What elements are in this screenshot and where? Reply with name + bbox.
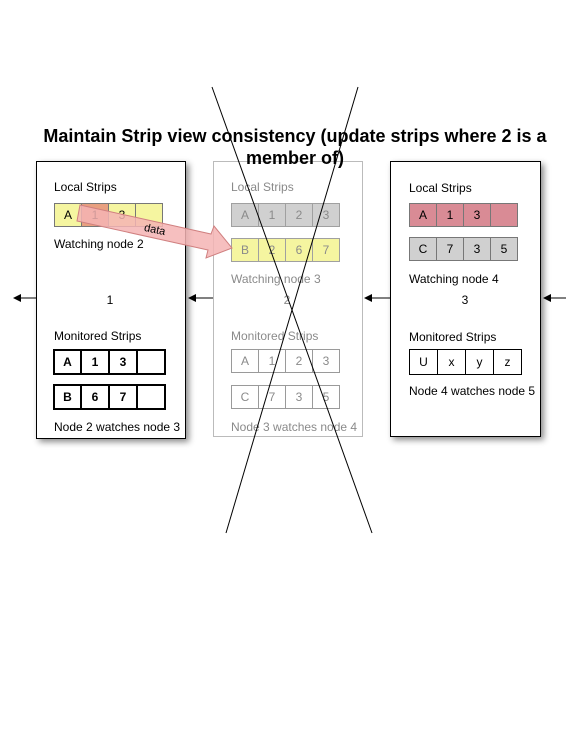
- strip-cell: B: [53, 384, 82, 410]
- strip-cell: 3: [463, 237, 491, 261]
- strip-cell: 3: [463, 203, 491, 227]
- node-id: 3: [461, 293, 469, 307]
- monitored-strip-b: B 6 7: [53, 384, 166, 410]
- monitored-strip-c: C 7 3 5: [231, 385, 340, 409]
- strip-cell: z: [493, 349, 522, 375]
- strip-cell: 1: [436, 203, 464, 227]
- node-id: 2: [283, 293, 291, 307]
- monitored-strips-label: Monitored Strips: [231, 329, 319, 343]
- strip-cell: A: [231, 203, 259, 227]
- watching-label: Watching node 2: [54, 237, 144, 251]
- strip-cell: [138, 349, 166, 375]
- local-strips-label: Local Strips: [54, 180, 117, 194]
- strip-cell: 2: [285, 203, 313, 227]
- strip-cell: A: [54, 203, 82, 227]
- strip-cell: [138, 384, 166, 410]
- strip-cell: 7: [436, 237, 464, 261]
- strip-cell: [490, 203, 518, 227]
- strip-cell: 7: [312, 238, 340, 262]
- strip-cell: 1: [82, 349, 110, 375]
- strip-cell: 1: [258, 349, 286, 373]
- strip-cell: 2: [285, 349, 313, 373]
- strip-cell: y: [465, 349, 494, 375]
- watching-label: Watching node 3: [231, 272, 321, 286]
- diagram-title: Maintain Strip view consistency (update …: [43, 126, 547, 168]
- watches-label: Node 3 watches node 4: [231, 420, 358, 434]
- monitored-strip-u: U x y z: [409, 349, 522, 375]
- watches-label: Node 2 watches node 3: [54, 420, 181, 434]
- strip-cell: 1: [81, 203, 109, 227]
- strip-cell: C: [409, 237, 437, 261]
- monitored-strips-label: Monitored Strips: [54, 329, 142, 343]
- strip-cell: x: [437, 349, 466, 375]
- strip-cell: 7: [110, 384, 138, 410]
- local-strips-label: Local Strips: [409, 181, 472, 195]
- strip-cell: 2: [258, 238, 286, 262]
- node-id: 1: [106, 293, 114, 307]
- strip-cell: C: [231, 385, 259, 409]
- strip-cell: A: [53, 349, 82, 375]
- watches-label: Node 4 watches node 5: [409, 384, 536, 398]
- local-strip-a: A 1 3: [409, 203, 518, 227]
- local-strips-label: Local Strips: [231, 180, 294, 194]
- strip-cell: 3: [312, 349, 340, 373]
- node-2-box: Local Strips A 1 2 3 B 2 6 7 Watching no…: [213, 161, 363, 437]
- strip-cell: 3: [312, 203, 340, 227]
- strip-cell: 1: [258, 203, 286, 227]
- strip-cell: 3: [108, 203, 136, 227]
- local-strip-b: B 2 6 7: [231, 238, 340, 262]
- local-strip-c: C 7 3 5: [409, 237, 518, 261]
- local-strip-a: A 1 2 3: [231, 203, 340, 227]
- strip-cell: 3: [110, 349, 138, 375]
- strip-cell: 6: [82, 384, 110, 410]
- monitored-strip-a: A 1 3: [53, 349, 166, 375]
- strip-cell: A: [409, 203, 437, 227]
- strip-cell: 5: [312, 385, 340, 409]
- node-1-box: Local Strips A 1 3 Watching node 2 1 Mon…: [36, 161, 186, 439]
- monitored-strip-a: A 1 2 3: [231, 349, 340, 373]
- node-3-box: Local Strips A 1 3 C 7 3 5 Watching node…: [390, 161, 541, 437]
- watching-label: Watching node 4: [409, 272, 499, 286]
- monitored-strips-label: Monitored Strips: [409, 330, 497, 344]
- strip-cell: A: [231, 349, 259, 373]
- strip-cell: 5: [490, 237, 518, 261]
- strip-cell: 6: [285, 238, 313, 262]
- strip-cell: 3: [285, 385, 313, 409]
- strip-cell: 7: [258, 385, 286, 409]
- strip-cell: B: [231, 238, 259, 262]
- strip-cell: U: [409, 349, 438, 375]
